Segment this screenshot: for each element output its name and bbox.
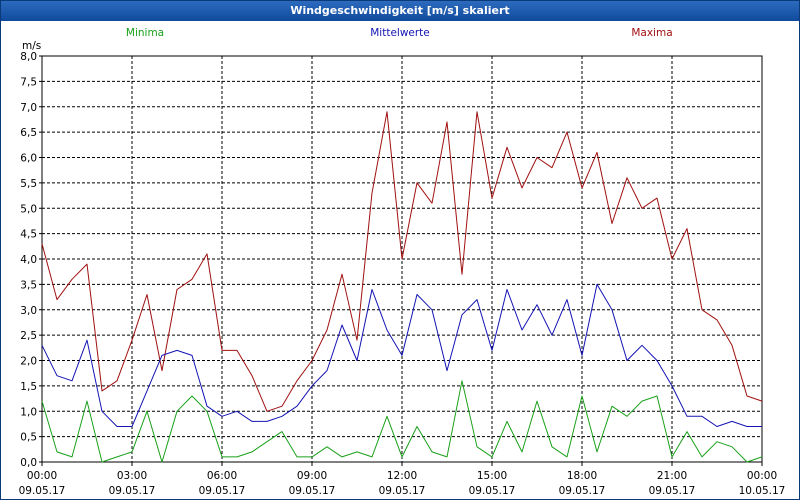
x-tick-time-label: 06:00: [207, 470, 237, 482]
y-tick-label: 0,5: [20, 432, 37, 444]
y-tick-label: 2,5: [20, 330, 37, 342]
y-tick-label: 1,0: [20, 406, 37, 418]
x-tick-date-label: 09.05.17: [649, 485, 696, 497]
x-tick-time-label: 12:00: [387, 470, 417, 482]
x-tick-date-label: 09.05.17: [19, 485, 66, 497]
y-tick-label: 0,0: [20, 457, 37, 469]
series-line-maxima: [41, 111, 763, 412]
y-tick-label: 5,5: [20, 178, 37, 190]
y-tick-label: 8,0: [20, 51, 37, 63]
series-line-minima: [41, 380, 763, 463]
y-tick-label: 4,5: [20, 229, 37, 241]
x-tick-date-label: 09.05.17: [379, 485, 426, 497]
y-tick-label: 6,5: [20, 127, 37, 139]
series-line-mittelwerte: [41, 283, 762, 427]
x-tick-time-label: 15:00: [477, 470, 507, 482]
x-tick-date-label: 09.05.17: [109, 485, 156, 497]
legend-entry: Mittelwerte: [370, 27, 430, 39]
legend-entry: Minima: [126, 27, 164, 39]
y-tick-label: 5,0: [20, 203, 37, 215]
y-tick-label: 3,5: [20, 279, 37, 291]
x-tick-time-label: 09:00: [297, 470, 327, 482]
x-tick-time-label: 18:00: [567, 470, 597, 482]
x-tick-time-label: 00:00: [27, 470, 57, 482]
y-tick-label: 6,0: [20, 153, 37, 165]
y-axis-unit-label: m/s: [22, 40, 41, 52]
y-tick-label: 2,0: [20, 356, 37, 368]
x-tick-time-label: 21:00: [657, 470, 687, 482]
y-tick-label: 1,5: [20, 381, 37, 393]
x-tick-time-label: 03:00: [117, 470, 147, 482]
x-tick-date-label: 09.05.17: [469, 485, 516, 497]
x-tick-date-label: 09.05.17: [199, 485, 246, 497]
legend-entry: Maxima: [631, 27, 672, 39]
plot-frame: [41, 55, 763, 463]
y-tick-label: 4,0: [20, 254, 37, 266]
x-tick-date-label: 09.05.17: [559, 485, 606, 497]
y-tick-label: 7,0: [20, 102, 37, 114]
x-tick-date-label: 09.05.17: [289, 485, 336, 497]
y-tick-label: 7,5: [20, 76, 37, 88]
window-title: Windgeschwindigkeit [m/s] skaliert: [1, 1, 799, 21]
x-tick-date-label: 10.05.17: [739, 485, 786, 497]
y-tick-label: 3,0: [20, 305, 37, 317]
x-tick-time-label: 00:00: [747, 470, 777, 482]
